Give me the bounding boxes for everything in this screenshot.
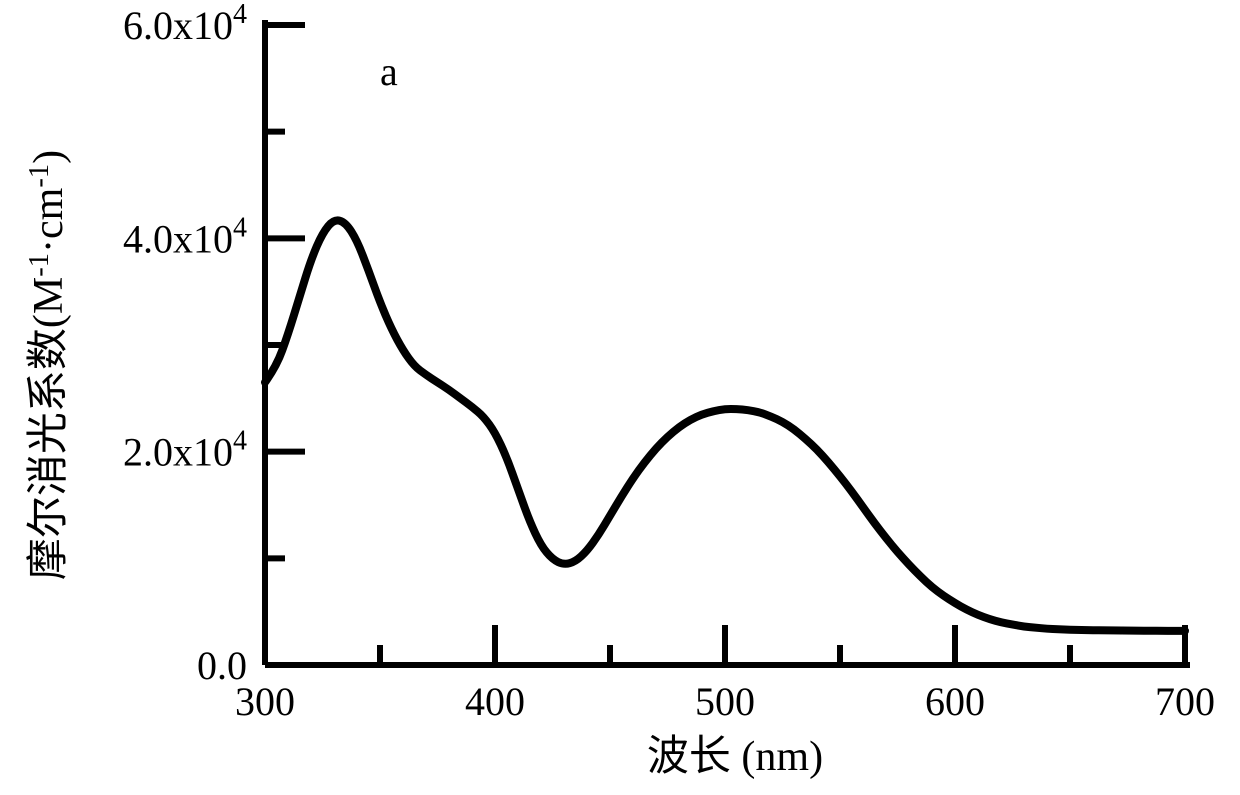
x-tick-label: 500 [695, 679, 755, 724]
spectrum-chart: 300400500600700波长 (nm)0.02.0x1044.0x1046… [0, 0, 1240, 795]
y-tick-label: 6.0x104 [123, 0, 247, 48]
y-tick-label: 4.0x104 [123, 212, 247, 261]
x-tick-label: 700 [1155, 679, 1215, 724]
x-axis-label: 波长 (nm) [647, 734, 823, 780]
panel-label: a [380, 49, 398, 94]
x-tick-label: 600 [925, 679, 985, 724]
x-tick-label: 400 [465, 679, 525, 724]
y-tick-label: 0.0 [197, 643, 247, 688]
y-tick-label: 2.0x104 [123, 426, 247, 475]
chart-svg: 300400500600700波长 (nm)0.02.0x1044.0x1046… [0, 0, 1240, 795]
y-axis-label: 摩尔消光系数(M-1·cm-1) [24, 150, 72, 580]
